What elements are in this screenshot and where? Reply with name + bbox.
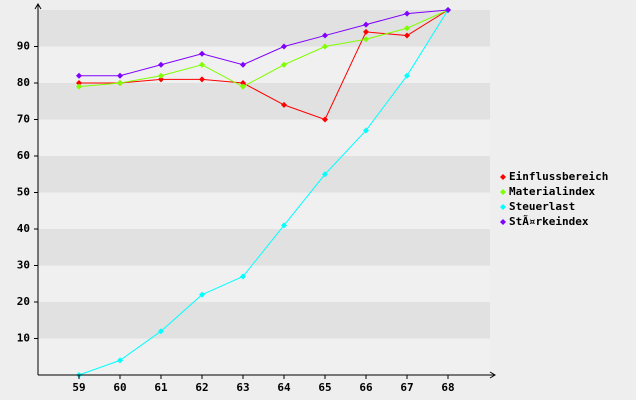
x-tick-label: 61 [154,381,168,394]
point-marker [363,21,369,28]
point-marker [281,222,287,229]
point-marker [117,357,123,364]
point-marker [117,72,123,79]
grid-band [38,302,490,339]
series-line [78,9,449,376]
legend-marker [500,189,506,195]
point-marker [240,83,246,90]
point-marker [199,291,205,298]
series-line [78,9,449,88]
point-marker [158,328,164,335]
point-marker [76,72,82,79]
point-marker [404,10,410,17]
point-marker [404,72,410,79]
point-marker [363,36,369,43]
series-line [79,9,449,77]
grid-band [38,192,490,229]
legend-marker [500,174,506,180]
y-axis-arrow [34,3,42,10]
y-tick-label: 70 [17,113,30,126]
point-marker [240,80,246,86]
grid-band [38,156,490,193]
x-tick-label: 66 [359,381,373,394]
legend-label: StÃ¤rkeindex [509,215,589,228]
point-marker [117,80,123,86]
point-marker [240,273,246,280]
legend-label: Steuerlast [509,200,575,213]
point-marker [158,72,164,79]
x-tick-label: 65 [318,381,331,394]
legend-label: Materialindex [509,185,595,198]
y-tick-label: 40 [17,222,30,235]
point-marker [281,101,287,108]
y-tick-label: 30 [17,259,30,272]
point-marker [158,76,164,83]
legend-marker [500,204,506,210]
point-marker [322,171,328,178]
point-marker [322,116,328,123]
grid-band [38,46,490,83]
y-tick-label: 20 [17,295,30,308]
point-marker [158,61,164,68]
point-marker [445,7,451,13]
point-marker [322,32,328,39]
legend-marker [500,219,506,225]
point-marker [363,28,369,35]
x-tick-label: 68 [441,381,454,394]
point-marker [76,83,82,90]
grid-band [38,265,490,302]
x-tick-label: 67 [400,381,413,394]
point-marker [281,61,287,68]
x-tick-label: 60 [113,381,126,394]
x-tick-label: 59 [72,381,85,394]
point-marker [404,25,410,32]
point-marker [199,76,205,83]
x-axis-arrow [489,371,496,379]
point-marker [199,61,205,68]
x-tick-label: 62 [195,381,208,394]
grid-band [38,10,490,47]
grid-band [38,229,490,266]
point-marker [76,80,82,86]
point-marker [199,50,205,57]
grid-band [38,119,490,156]
y-tick-label: 50 [17,186,30,199]
y-tick-label: 60 [17,149,30,162]
point-marker [363,127,369,134]
point-marker [240,61,246,68]
legend-label: Einflussbereich [509,170,608,183]
point-marker [322,43,328,50]
y-tick-label: 10 [17,332,30,345]
x-tick-label: 64 [277,381,291,394]
y-tick-label: 90 [17,40,30,53]
x-tick-label: 63 [236,381,249,394]
grid-band [38,338,490,375]
point-marker [404,32,410,39]
y-tick-label: 80 [17,76,30,89]
point-marker [281,43,287,50]
grid-band [38,83,490,120]
